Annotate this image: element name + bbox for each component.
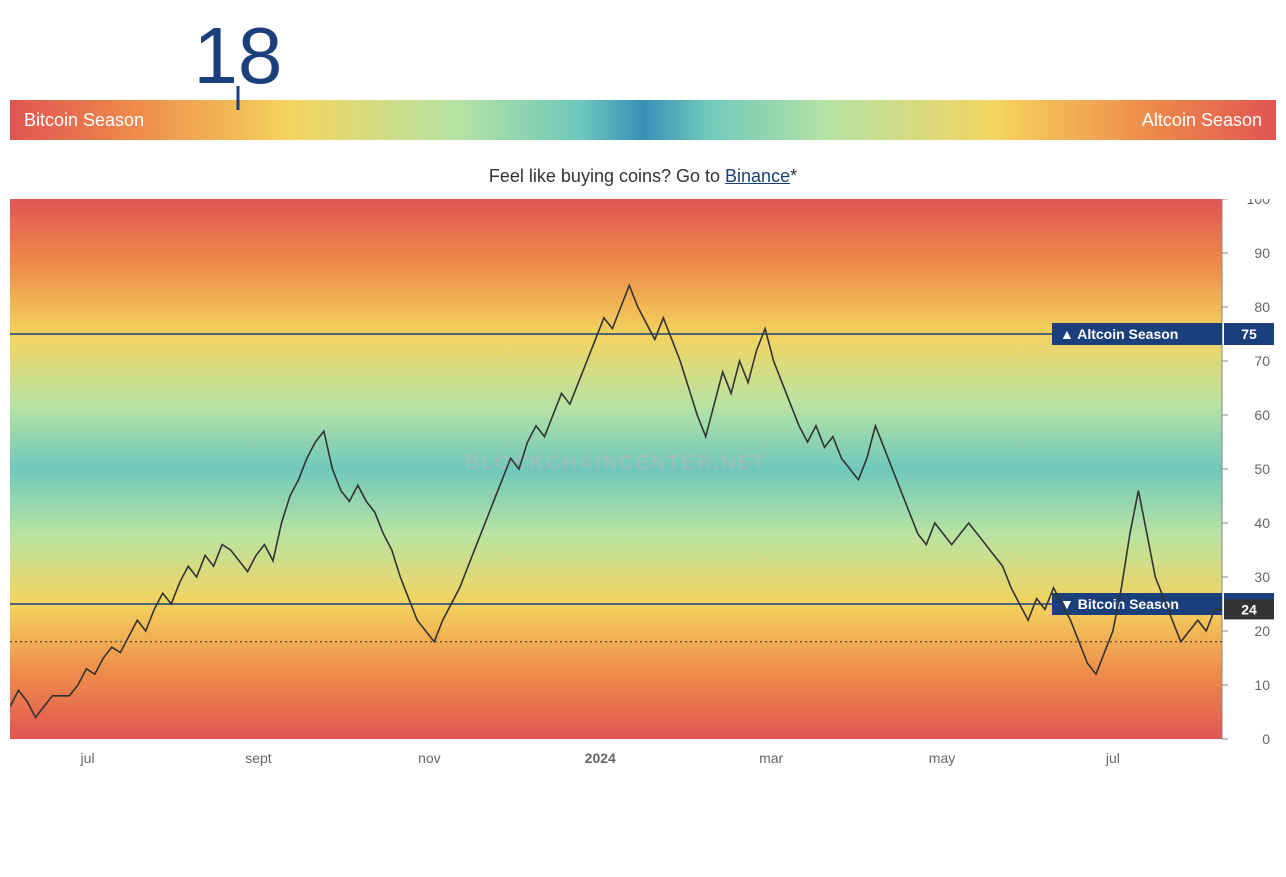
svg-text:50: 50 bbox=[1254, 461, 1270, 477]
svg-text:70: 70 bbox=[1254, 353, 1270, 369]
svg-text:2024: 2024 bbox=[585, 750, 616, 766]
svg-text:80: 80 bbox=[1254, 299, 1270, 315]
svg-text:mar: mar bbox=[759, 750, 783, 766]
svg-text:20: 20 bbox=[1254, 623, 1270, 639]
cta-suffix: * bbox=[790, 166, 797, 186]
svg-text:BLOCKCHAINCENTER.NET: BLOCKCHAINCENTER.NET bbox=[465, 452, 767, 474]
cta-text: Feel like buying coins? Go to Binance* bbox=[10, 166, 1276, 187]
bitcoin-season-label: Bitcoin Season bbox=[24, 110, 144, 131]
svg-text:75: 75 bbox=[1241, 326, 1257, 342]
svg-text:24: 24 bbox=[1241, 601, 1257, 617]
chart-svg: BLOCKCHAINCENTER.NET 0 10 20 30 40 50 60 70 80 90 1… bbox=[10, 199, 1276, 769]
cta-prefix: Feel like buying coins? Go to bbox=[489, 166, 725, 186]
svg-text:60: 60 bbox=[1254, 407, 1270, 423]
altcoin-season-label: Altcoin Season bbox=[1142, 110, 1262, 131]
gauge-marker bbox=[236, 86, 239, 110]
svg-text:jul: jul bbox=[80, 750, 95, 766]
svg-text:10: 10 bbox=[1254, 677, 1270, 693]
svg-text:0: 0 bbox=[1262, 731, 1270, 747]
svg-text:100: 100 bbox=[1247, 199, 1271, 207]
svg-text:30: 30 bbox=[1254, 569, 1270, 585]
svg-text:90: 90 bbox=[1254, 245, 1270, 261]
svg-text:may: may bbox=[929, 750, 955, 766]
svg-text:▲ Altcoin Season: ▲ Altcoin Season bbox=[1060, 326, 1178, 342]
season-gauge-bar: Bitcoin Season Altcoin Season bbox=[10, 100, 1276, 140]
binance-link[interactable]: Binance bbox=[725, 166, 790, 186]
svg-text:jul: jul bbox=[1105, 750, 1120, 766]
season-chart: BLOCKCHAINCENTER.NET 0 10 20 30 40 50 60 70 80 90 1… bbox=[10, 199, 1276, 769]
svg-text:sept: sept bbox=[245, 750, 272, 766]
svg-text:40: 40 bbox=[1254, 515, 1270, 531]
season-indicator: 18 Bitcoin Season Altcoin Season bbox=[10, 10, 1276, 140]
svg-text:nov: nov bbox=[418, 750, 441, 766]
